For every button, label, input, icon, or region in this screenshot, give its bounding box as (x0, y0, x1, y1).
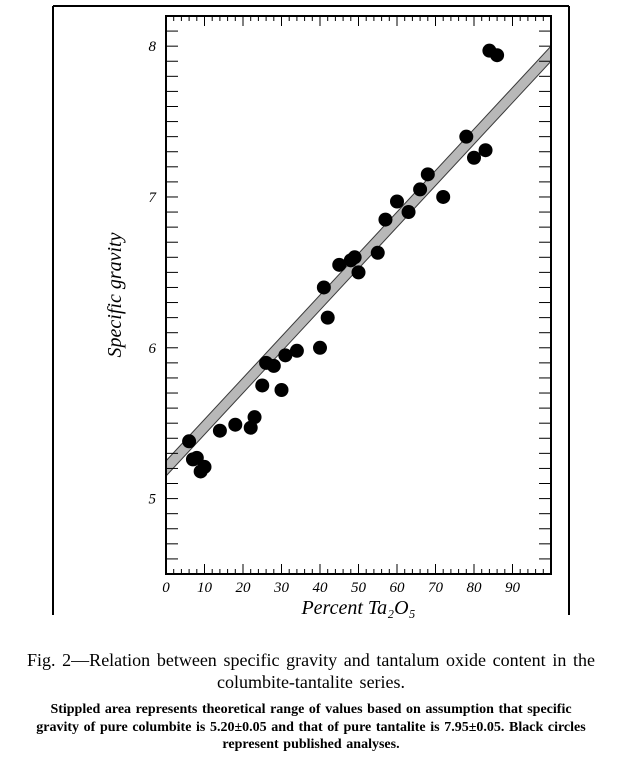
svg-text:6: 6 (149, 341, 157, 357)
svg-text:10: 10 (197, 580, 213, 596)
scatter-chart: 0 10 20 30 40 50 60 70 80 90 5 6 7 8 Percent Ta₂O₅ Spec… (51, 4, 571, 640)
x-axis-label: Percent Ta₂O₅ (300, 597, 415, 619)
svg-text:70: 70 (428, 580, 444, 596)
svg-text:8: 8 (149, 39, 157, 55)
svg-text:5: 5 (149, 492, 157, 508)
svg-text:0: 0 (162, 580, 170, 596)
svg-text:20: 20 (236, 580, 252, 596)
figure-caption: Fig. 2—Relation between specific gravity… (16, 650, 606, 693)
figure-subcaption: Stippled area represents theoretical ran… (30, 701, 592, 754)
svg-text:60: 60 (390, 580, 406, 596)
svg-text:30: 30 (273, 580, 290, 596)
svg-text:50: 50 (351, 580, 367, 596)
chart-container: 0 10 20 30 40 50 60 70 80 90 5 6 7 8 Percent Ta₂O₅ Spec… (12, 4, 610, 644)
svg-text:7: 7 (149, 190, 158, 206)
svg-text:90: 90 (505, 580, 521, 596)
svg-text:80: 80 (467, 580, 483, 596)
svg-text:40: 40 (313, 580, 329, 596)
y-axis-label: Specific gravity (104, 232, 126, 357)
